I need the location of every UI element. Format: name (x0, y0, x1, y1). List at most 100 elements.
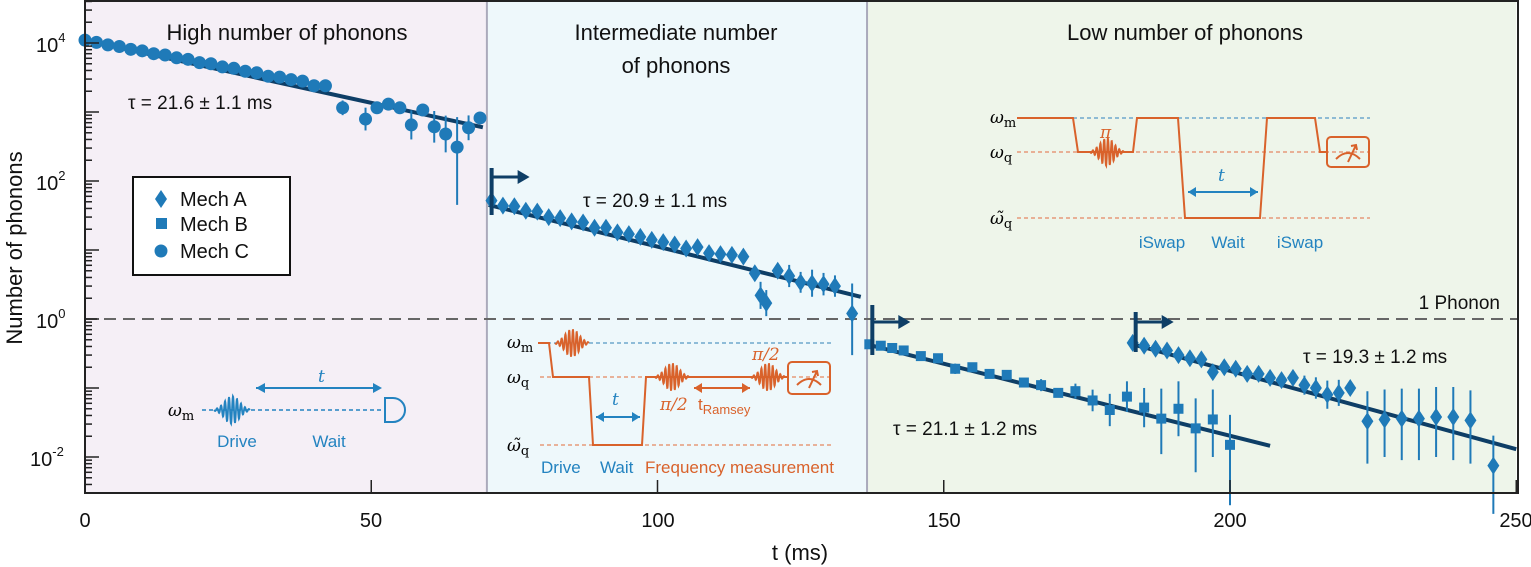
data-point-circle (427, 120, 441, 134)
data-point-diamond (806, 274, 819, 293)
inset1-drive-pulse (213, 393, 251, 427)
data-point-square (875, 340, 886, 351)
legend-circle-marker (154, 244, 168, 258)
data-point-square (1018, 377, 1029, 388)
data-point-square (1173, 403, 1184, 414)
data-point-square (1121, 391, 1132, 402)
region-background (867, 1, 1517, 493)
y-axis-label: Number of phonons (2, 151, 27, 344)
data-point-diamond (1183, 349, 1196, 368)
inset3-omega-tilde-q: ω̃q (990, 209, 1012, 232)
data-point-square (1070, 386, 1081, 397)
data-points (78, 33, 1500, 514)
data-point-square (1104, 404, 1115, 415)
inset-intermediate-sequence: ωm ωq ω̃q t π/2 π/2 tRamsey Drive Wait F… (507, 329, 834, 477)
data-point-diamond (611, 223, 624, 242)
data-point-diamond (577, 213, 590, 232)
data-point-diamond (668, 235, 681, 254)
data-point-diamond (1412, 409, 1425, 428)
data-point-diamond (622, 225, 635, 244)
data-point-circle (261, 69, 275, 83)
inset3-iswap-label-2: iSwap (1277, 233, 1323, 252)
inset3-t-label: t (1218, 166, 1225, 186)
data-point-diamond (748, 264, 761, 283)
data-point-circle (238, 64, 252, 78)
data-point-circle (112, 39, 126, 53)
x-tick-label: 100 (641, 510, 674, 532)
data-point-circle (193, 56, 206, 70)
data-point-square (933, 353, 944, 364)
data-point-diamond (1206, 363, 1219, 382)
data-point-diamond (1161, 341, 1174, 360)
x-axis (84, 480, 1517, 493)
inset1-omega-m: ωm (168, 401, 194, 424)
data-point-circle (284, 73, 298, 87)
y-axis (85, 0, 99, 486)
legend-label-mech-c: Mech C (180, 241, 249, 263)
data-point-circle (307, 79, 321, 93)
measurement-meter-icon (787, 361, 831, 395)
inset2-omega-tilde-q: ω̃q (507, 436, 529, 459)
data-point-diamond (645, 230, 658, 249)
inset2-pi-half-label-2: π/2 (751, 345, 780, 365)
inset2-wait-label: Wait (600, 458, 634, 477)
x-tick-label: 150 (927, 510, 960, 532)
region-title-intermediate-1: Intermediate number (575, 20, 778, 45)
data-point-diamond (588, 218, 601, 237)
data-point-diamond (1395, 409, 1408, 428)
data-point-square (1001, 369, 1012, 380)
data-point-diamond (1344, 379, 1357, 397)
arrow-head-icon (1161, 315, 1174, 329)
inset2-omega-m: ωm (507, 333, 533, 356)
data-point-diamond (1464, 411, 1477, 430)
data-point-square (967, 362, 978, 373)
data-point-circle (393, 101, 407, 115)
data-point-circle (227, 61, 241, 75)
inset2-pi-half-label-1: π/2 (659, 395, 688, 415)
data-point-square (898, 345, 909, 356)
data-point-diamond (783, 266, 796, 285)
region-title-intermediate-2: of phonons (622, 53, 731, 78)
data-point-diamond (554, 209, 567, 228)
data-point-diamond (657, 233, 670, 252)
data-point-diamond (846, 304, 859, 323)
data-point-circle (170, 51, 184, 65)
inset2-drive-pulse (554, 329, 590, 357)
inset-high-sequence: ωm t Drive Wait (168, 367, 406, 451)
x-tick-label: 50 (360, 510, 382, 532)
data-point-circle (101, 38, 115, 52)
data-point-square (1036, 380, 1047, 391)
data-point-circle (336, 101, 350, 115)
inset1-t-label: t (318, 367, 325, 387)
data-point-diamond (1298, 376, 1311, 395)
detector-icon (384, 397, 406, 423)
inset2-omega-q: ωq (507, 368, 529, 391)
inset3-flux-path (1017, 117, 1327, 219)
x-tick-label: 200 (1213, 510, 1246, 532)
data-point-square (915, 351, 926, 362)
inset3-omega-q: ωq (990, 143, 1012, 166)
data-point-diamond (1241, 364, 1254, 383)
data-point-diamond (1430, 407, 1443, 426)
data-point-square (1053, 387, 1064, 398)
y-tick-label: 104 (36, 30, 65, 57)
data-point-square (887, 342, 898, 353)
data-point-square (1156, 413, 1167, 424)
y-tick-label: 10-2 (30, 444, 64, 471)
inset2-frequency-measurement-label: Frequency measurement (645, 458, 834, 477)
measurement-meter-icon (1326, 136, 1370, 168)
data-point-square (1207, 414, 1218, 425)
data-point-circle (135, 44, 149, 58)
data-point-circle (215, 60, 229, 74)
inset2-drive-label: Drive (541, 458, 581, 477)
fit-label-2: τ = 20.9 ± 1.1 ms (583, 191, 727, 212)
arrow-head-icon (898, 315, 911, 329)
data-point-square (950, 363, 961, 374)
data-point-circle (273, 70, 287, 84)
fit-label-1: τ = 21.6 ± 1.1 ms (128, 93, 272, 114)
region-title-low: Low number of phonons (1067, 20, 1303, 45)
data-point-diamond (508, 197, 521, 216)
inset1-drive-label: Drive (217, 432, 257, 451)
data-point-diamond (1332, 383, 1345, 402)
plot-frame (84, 0, 1519, 494)
